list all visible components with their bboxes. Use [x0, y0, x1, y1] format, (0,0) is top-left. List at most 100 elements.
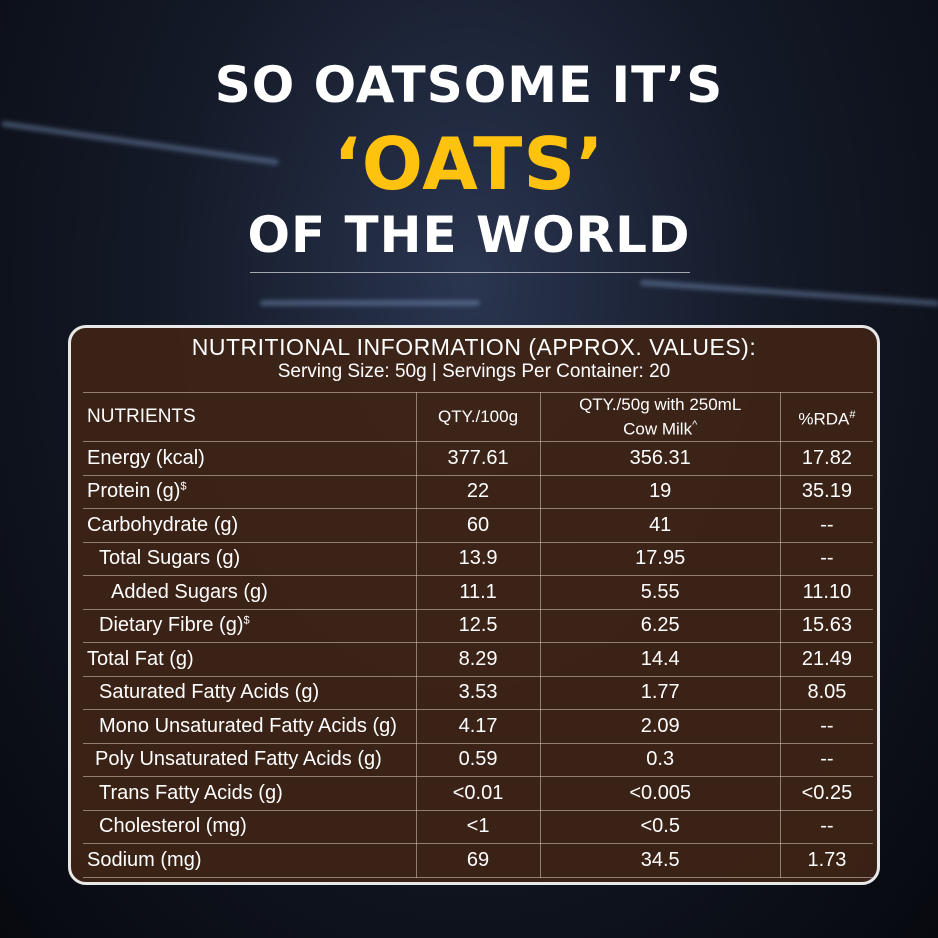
- nutrition-panel: NUTRITIONAL INFORMATION (APPROX. VALUES)…: [68, 325, 880, 885]
- nutrient-value: 356.31: [539, 441, 781, 476]
- nutrient-row: Total Fat (g) 8.29 14.4 21.49: [83, 642, 873, 677]
- nutrient-value: 17.82: [779, 441, 873, 476]
- nutrient-value: 8.05: [779, 675, 873, 710]
- nutrient-row: Mono Unsaturated Fatty Acids (g) 4.17 2.09…: [83, 709, 873, 744]
- panel-title: NUTRITIONAL INFORMATION (APPROX. VALUES)…: [191, 334, 757, 360]
- nutrient-value: 69: [415, 843, 541, 878]
- nutrient-value: --: [779, 709, 873, 744]
- nutrient-row: Energy (kcal) 377.61 356.31 17.82: [83, 441, 873, 476]
- nutrient-name: Saturated Fatty Acids (g): [83, 675, 417, 710]
- header-cell: NUTRIENTS: [83, 392, 417, 442]
- nutrient-value: <0.01: [415, 776, 541, 811]
- nutrient-label: Energy (kcal): [87, 446, 205, 469]
- nutrient-value: --: [779, 541, 873, 576]
- header-cell: QTY./100g: [415, 392, 541, 442]
- nutrient-name: Trans Fatty Acids (g): [83, 776, 417, 811]
- nutrient-name: Dietary Fibre (g)$: [83, 608, 417, 643]
- nutrient-value: 1.73: [779, 843, 873, 878]
- ceiling-light: [260, 300, 480, 306]
- nutrient-name: Sodium (mg): [83, 843, 417, 878]
- nutrient-name: Cholesterol (mg): [83, 809, 417, 844]
- nutrient-label: Carbohydrate (g): [87, 513, 239, 536]
- header-text: QTY./100g: [438, 407, 519, 426]
- nutrient-row: Total Sugars (g) 13.9 17.95 --: [83, 541, 873, 576]
- nutrient-label: Trans Fatty Acids (g): [99, 781, 283, 804]
- nutrient-value: 22: [415, 474, 541, 509]
- nutrient-label: Sodium (mg): [87, 848, 202, 871]
- header-text: NUTRIENTS: [87, 406, 196, 427]
- nutrient-value: <0.5: [539, 809, 781, 844]
- nutrient-name: Total Sugars (g): [83, 541, 417, 576]
- nutrient-row: Added Sugars (g) 11.1 5.55 11.10: [83, 575, 873, 610]
- nutrient-value: 4.17: [415, 709, 541, 744]
- nutrient-value: 6.25: [539, 608, 781, 643]
- nutrient-value: 2.09: [539, 709, 781, 744]
- nutrient-label: Added Sugars (g): [111, 580, 268, 603]
- nutrient-label: Total Sugars (g): [99, 547, 241, 570]
- nutrient-value: 0.59: [415, 742, 541, 777]
- nutrient-value: <0.005: [539, 776, 781, 811]
- nutrient-value: 8.29: [415, 642, 541, 677]
- nutrient-row: Protein (g)$ 22 19 35.19: [83, 474, 873, 509]
- header-cell: QTY./50g with 250mL Cow Milk^: [539, 392, 781, 442]
- nutrient-label: Total Fat (g): [87, 647, 194, 670]
- nutrient-value: --: [779, 742, 873, 777]
- nutrient-row: Cholesterol (mg) <1 <0.5 --: [83, 809, 873, 844]
- header-row: NUTRIENTS QTY./100g QTY./50g with 250mL Co…: [83, 392, 873, 442]
- nutrient-value: 11.1: [415, 575, 541, 610]
- nutrient-value: 15.63: [779, 608, 873, 643]
- nutrient-value: <0.25: [779, 776, 873, 811]
- nutrient-row: Carbohydrate (g) 60 41 --: [83, 508, 873, 543]
- nutrient-value: 19: [539, 474, 781, 509]
- nutrient-label: Mono Unsaturated Fatty Acids (g): [99, 714, 397, 737]
- nutrient-value: --: [779, 809, 873, 844]
- nutrient-value: --: [779, 508, 873, 543]
- nutrient-label: Dietary Fibre (g): [99, 614, 244, 637]
- nutrient-name: Mono Unsaturated Fatty Acids (g): [83, 709, 417, 744]
- superscript: #: [849, 408, 856, 421]
- nutrient-value: <1: [415, 809, 541, 844]
- nutrient-label: Cholesterol (mg): [99, 815, 247, 838]
- nutrient-name: Energy (kcal): [83, 441, 417, 476]
- headline-highlight: ‘OATS’: [333, 122, 605, 206]
- nutrient-value: 34.5: [539, 843, 781, 878]
- headline: OF THE WORLD: [247, 206, 691, 264]
- nutrient-name: Total Fat (g): [83, 642, 417, 677]
- nutrient-name: Carbohydrate (g): [83, 508, 417, 543]
- nutrient-value: 14.4: [539, 642, 781, 677]
- header-cell: %RDA#: [779, 392, 873, 442]
- nutrient-label: Protein (g): [87, 480, 181, 503]
- nutrient-value: 21.49: [779, 642, 873, 677]
- nutrient-name: Protein (g)$: [83, 474, 417, 509]
- nutrient-value: 3.53: [415, 675, 541, 710]
- nutrient-value: 1.77: [539, 675, 781, 710]
- nutrient-row: Dietary Fibre (g)$ 12.5 6.25 15.63: [83, 608, 873, 643]
- header-text: QTY./50g with 250mL Cow Milk: [579, 394, 742, 439]
- nutrient-value: 12.5: [415, 608, 541, 643]
- nutrient-value: 13.9: [415, 541, 541, 576]
- nutrition-table: NUTRIENTS QTY./100g QTY./50g with 250mL Co…: [83, 392, 873, 878]
- nutrient-name: Added Sugars (g): [83, 575, 417, 610]
- nutrient-value: 35.19: [779, 474, 873, 509]
- serving-info: Serving Size: 50g | Servings Per Contain…: [277, 361, 671, 382]
- nutrient-value: 11.10: [779, 575, 873, 610]
- headline: SO OATSOME IT’S: [214, 56, 724, 114]
- nutrient-value: 41: [539, 508, 781, 543]
- nutrient-value: 0.3: [539, 742, 781, 777]
- divider: [250, 272, 690, 273]
- superscript: $: [180, 480, 187, 493]
- superscript: $: [243, 614, 250, 627]
- nutrient-name: Poly Unsaturated Fatty Acids (g): [83, 742, 417, 777]
- nutrient-value: 60: [415, 508, 541, 543]
- nutrient-row: Trans Fatty Acids (g) <0.01 <0.005 <0.25: [83, 776, 873, 811]
- nutrient-value: 5.55: [539, 575, 781, 610]
- nutrient-row: Sodium (mg) 69 34.5 1.73: [83, 843, 873, 878]
- nutrient-value: 17.95: [539, 541, 781, 576]
- nutrient-label: Poly Unsaturated Fatty Acids (g): [95, 748, 382, 771]
- ceiling-light: [640, 279, 938, 307]
- superscript: ^: [692, 418, 698, 431]
- nutrient-row: Saturated Fatty Acids (g) 3.53 1.77 8.05: [83, 675, 873, 710]
- nutrient-value: 377.61: [415, 441, 541, 476]
- nutrient-label: Saturated Fatty Acids (g): [99, 681, 320, 704]
